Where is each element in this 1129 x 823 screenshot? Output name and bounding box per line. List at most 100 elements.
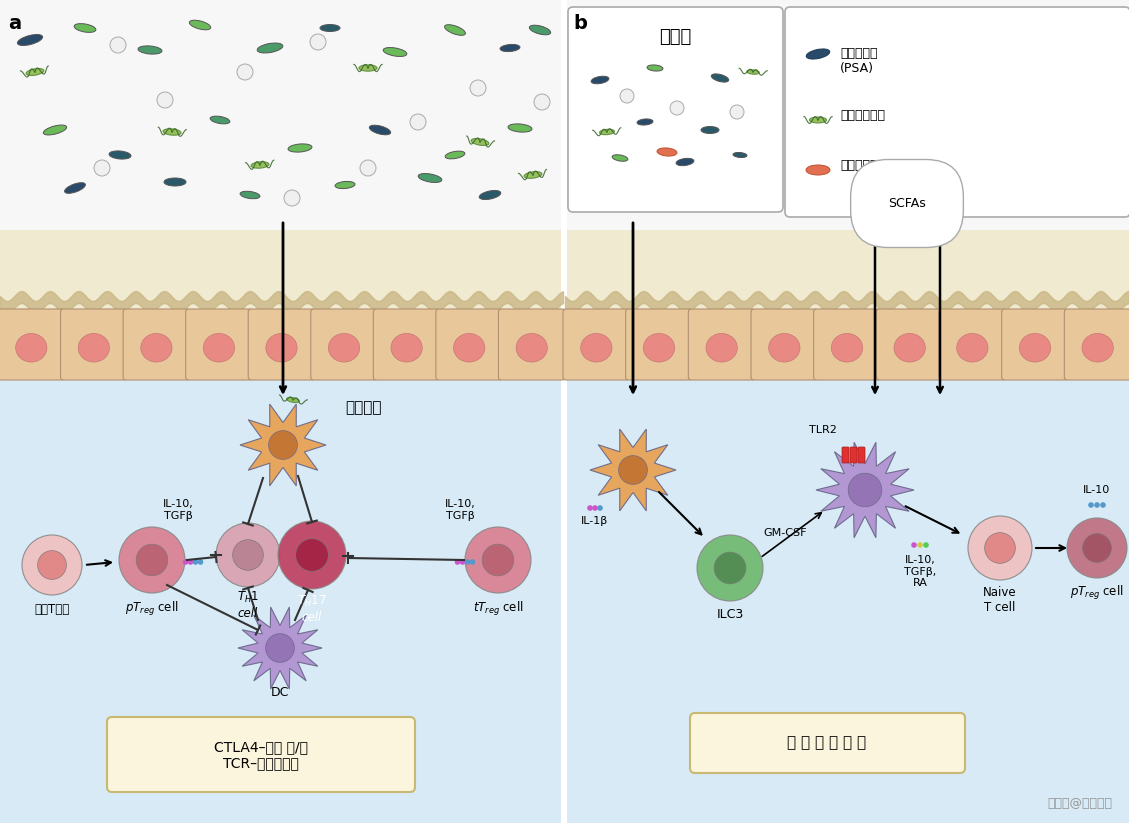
Bar xyxy=(0,230,563,345)
Ellipse shape xyxy=(26,68,44,76)
Bar xyxy=(564,0,1129,230)
Ellipse shape xyxy=(809,117,826,123)
Circle shape xyxy=(119,527,185,593)
FancyBboxPatch shape xyxy=(185,309,252,380)
Bar xyxy=(564,345,1129,823)
Ellipse shape xyxy=(251,162,269,168)
Ellipse shape xyxy=(516,333,548,362)
Ellipse shape xyxy=(445,151,465,159)
Circle shape xyxy=(587,505,593,511)
Ellipse shape xyxy=(1019,333,1051,362)
FancyBboxPatch shape xyxy=(568,7,784,212)
Ellipse shape xyxy=(471,138,489,146)
Ellipse shape xyxy=(141,333,172,362)
FancyBboxPatch shape xyxy=(374,309,440,380)
Circle shape xyxy=(465,527,531,593)
FancyBboxPatch shape xyxy=(248,309,315,380)
Circle shape xyxy=(465,559,471,565)
Ellipse shape xyxy=(806,165,830,175)
Ellipse shape xyxy=(524,172,542,179)
Circle shape xyxy=(110,37,126,53)
Ellipse shape xyxy=(288,144,312,152)
Bar xyxy=(0,0,563,230)
Text: IL-10,
TGFβ: IL-10, TGFβ xyxy=(163,500,193,521)
Ellipse shape xyxy=(733,152,747,157)
Circle shape xyxy=(715,552,746,584)
FancyBboxPatch shape xyxy=(1065,309,1129,380)
Text: ILC3: ILC3 xyxy=(717,608,744,621)
Ellipse shape xyxy=(676,158,694,165)
Circle shape xyxy=(37,551,67,579)
Polygon shape xyxy=(238,607,322,689)
FancyBboxPatch shape xyxy=(939,309,1006,380)
Circle shape xyxy=(233,540,263,570)
Circle shape xyxy=(697,535,763,601)
Ellipse shape xyxy=(138,46,161,54)
Text: 巨噬细胞: 巨噬细胞 xyxy=(345,401,382,416)
Ellipse shape xyxy=(500,44,520,52)
Polygon shape xyxy=(816,442,914,537)
Circle shape xyxy=(285,190,300,206)
Ellipse shape xyxy=(320,25,340,31)
Circle shape xyxy=(455,559,461,565)
Text: IL-10,
TGFβ: IL-10, TGFβ xyxy=(445,500,475,521)
Polygon shape xyxy=(240,404,326,486)
Circle shape xyxy=(669,101,684,115)
FancyBboxPatch shape xyxy=(436,309,502,380)
Ellipse shape xyxy=(508,124,532,133)
Circle shape xyxy=(296,539,329,571)
Ellipse shape xyxy=(530,26,551,35)
Text: TLR2: TLR2 xyxy=(809,425,837,435)
Ellipse shape xyxy=(746,70,759,74)
FancyBboxPatch shape xyxy=(107,717,415,792)
FancyBboxPatch shape xyxy=(0,309,64,380)
FancyBboxPatch shape xyxy=(850,447,857,463)
Ellipse shape xyxy=(240,191,260,198)
Text: 搜狐号@谷禾健康: 搜狐号@谷禾健康 xyxy=(1047,797,1112,810)
Text: IL-1β: IL-1β xyxy=(581,516,609,526)
Circle shape xyxy=(1083,533,1111,562)
Ellipse shape xyxy=(369,125,391,135)
Ellipse shape xyxy=(64,183,86,193)
Text: 初始T细胞: 初始T细胞 xyxy=(34,603,70,616)
Ellipse shape xyxy=(706,333,737,362)
Bar xyxy=(0,345,563,823)
Text: b: b xyxy=(574,14,587,33)
Circle shape xyxy=(593,505,597,511)
Ellipse shape xyxy=(769,333,800,362)
FancyBboxPatch shape xyxy=(123,309,190,380)
Ellipse shape xyxy=(637,119,653,125)
Ellipse shape xyxy=(657,148,677,156)
Circle shape xyxy=(1067,518,1127,578)
Circle shape xyxy=(278,521,345,589)
Circle shape xyxy=(410,114,426,130)
FancyBboxPatch shape xyxy=(842,447,849,463)
Text: Naive
T cell: Naive T cell xyxy=(983,586,1017,614)
Bar xyxy=(561,0,567,823)
FancyBboxPatch shape xyxy=(858,447,865,463)
Ellipse shape xyxy=(16,333,47,362)
Ellipse shape xyxy=(203,333,235,362)
Ellipse shape xyxy=(445,25,465,35)
Ellipse shape xyxy=(418,174,441,183)
Ellipse shape xyxy=(17,35,43,45)
Ellipse shape xyxy=(110,151,131,159)
Text: $T_H1$
cell: $T_H1$ cell xyxy=(237,590,259,620)
Ellipse shape xyxy=(335,181,355,188)
FancyBboxPatch shape xyxy=(310,309,377,380)
Ellipse shape xyxy=(831,333,863,362)
FancyBboxPatch shape xyxy=(625,309,692,380)
Circle shape xyxy=(21,535,82,595)
Ellipse shape xyxy=(599,129,614,135)
Circle shape xyxy=(198,559,203,565)
Polygon shape xyxy=(590,429,676,511)
Text: $T_H17$
cell: $T_H17$ cell xyxy=(297,594,326,624)
Text: IL-10,
TGFβ,
RA: IL-10, TGFβ, RA xyxy=(904,555,936,588)
FancyBboxPatch shape xyxy=(785,7,1129,217)
Circle shape xyxy=(269,430,297,459)
FancyBboxPatch shape xyxy=(689,309,755,380)
Ellipse shape xyxy=(612,155,628,161)
Circle shape xyxy=(137,544,168,576)
Circle shape xyxy=(216,523,280,587)
Text: 肝幽门螺杆菌: 肝幽门螺杆菌 xyxy=(840,109,885,122)
